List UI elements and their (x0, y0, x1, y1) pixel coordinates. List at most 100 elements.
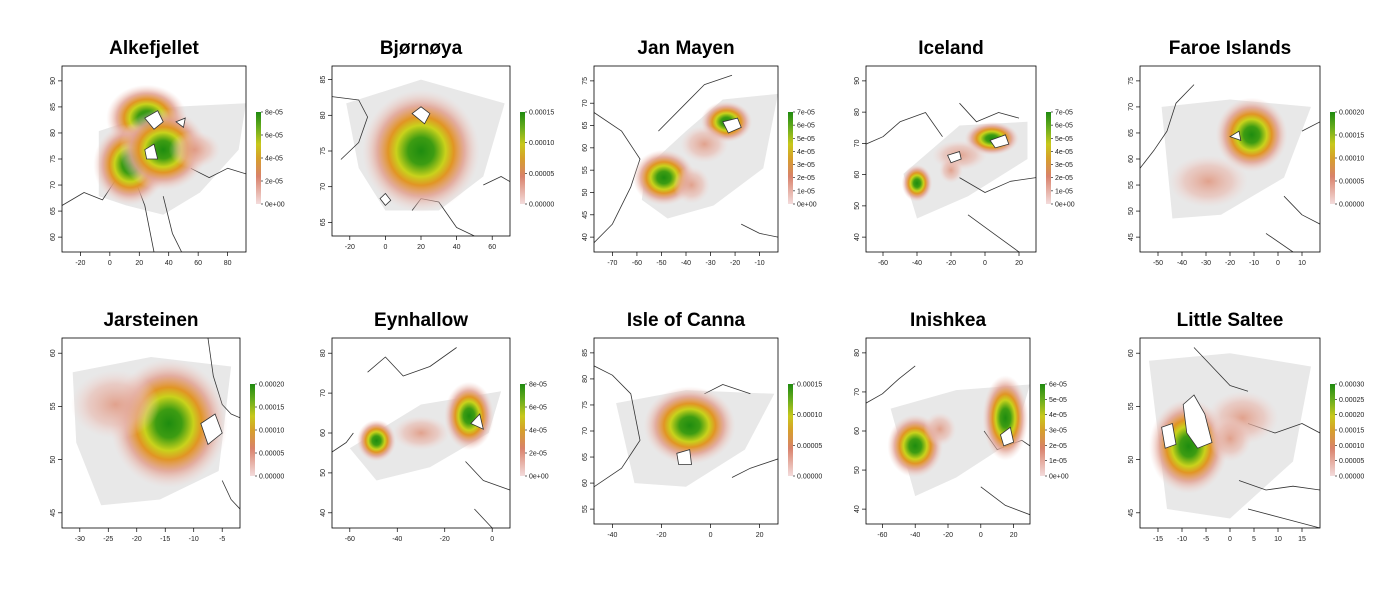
x-tick-label: -40 (607, 532, 617, 539)
x-tick-label: 0 (1276, 260, 1280, 267)
y-tick-label: 70 (1128, 103, 1135, 111)
density-hotspot (444, 381, 494, 451)
density-hotspot (901, 164, 933, 202)
x-tick-label: -30 (75, 536, 85, 543)
panel-alkefjellet: Alkefjellet -20 0 20 40 60 80 60 65 70 75 80 85 90 8e-… (50, 38, 285, 267)
x-tick-label: 5 (1252, 536, 1256, 543)
island (144, 143, 159, 160)
x-tick-label: -30 (1201, 260, 1211, 267)
legend-tick-label: 4e-05 (265, 156, 283, 163)
x-tick-label: 40 (453, 244, 461, 251)
coastline (1247, 508, 1320, 528)
density-hotspot (680, 125, 729, 163)
panel-title: Jarsteinen (103, 310, 198, 331)
y-tick-label: 55 (1128, 402, 1135, 410)
panel-title: Eynhallow (374, 310, 468, 331)
y-tick-label: 65 (1128, 129, 1135, 137)
x-tick-label: -5 (219, 536, 225, 543)
island (1000, 426, 1015, 447)
y-tick-label: 60 (582, 479, 589, 487)
y-tick-label: 75 (582, 401, 589, 409)
x-tick-label: -40 (1177, 260, 1187, 267)
legend-tick-label: 0.00015 (529, 110, 554, 117)
legend-tick-label: 0.00010 (259, 428, 284, 435)
y-tick-label: 55 (1128, 181, 1135, 189)
legend-tick-label: 7e-05 (797, 110, 815, 117)
y-tick-label: 40 (582, 233, 589, 241)
coastline (367, 347, 457, 377)
y-tick-label: 80 (854, 349, 861, 357)
map-area (1149, 347, 1320, 528)
panel-inishkea: Inishkea -60 -40 -20 0 20 40 50 60 70 80 6e-05 5e-05… (854, 310, 1069, 539)
y-tick-label: 50 (1128, 207, 1135, 215)
x-tick-label: -40 (681, 260, 691, 267)
coastline (1283, 195, 1320, 225)
x-tick-label: 0 (108, 260, 112, 267)
y-tick-label: 65 (320, 218, 327, 226)
legend-tick-label: 5e-05 (797, 136, 815, 143)
legend-tick-label: 0.00020 (259, 382, 284, 389)
y-tick-label: 60 (50, 349, 57, 357)
y-tick-label: 40 (320, 509, 327, 517)
density-hotspot (119, 108, 208, 191)
x-tick-label: -25 (103, 536, 113, 543)
coastline (866, 112, 943, 145)
panel-title: Bjørnøya (380, 38, 463, 59)
panel-title: Little Saltee (1177, 310, 1284, 331)
y-tick-label: 50 (320, 469, 327, 477)
legend-tick-label: 0.00015 (1339, 428, 1364, 435)
coastline (332, 96, 369, 160)
legend-tick-label: 0.00000 (1339, 202, 1364, 209)
coastline (731, 458, 778, 478)
y-tick-label: 85 (582, 349, 589, 357)
coastline (190, 167, 246, 179)
coastline (658, 74, 733, 132)
x-tick-label: 15 (1298, 536, 1306, 543)
y-tick-label: 70 (582, 99, 589, 107)
legend-tick-label: 6e-05 (265, 133, 283, 140)
y-tick-label: 55 (50, 402, 57, 410)
coastline (221, 480, 240, 510)
y-tick-label: 45 (582, 211, 589, 219)
y-tick-label: 70 (320, 183, 327, 191)
x-tick-label: -70 (607, 260, 617, 267)
island (1229, 130, 1242, 142)
legend-tick-label: 0e+00 (797, 202, 817, 209)
legend-tick-label: 0e+00 (1055, 202, 1075, 209)
density-hotspot (1168, 155, 1248, 208)
coastline (866, 365, 916, 404)
coastline (1193, 347, 1249, 392)
density-hotspot (1208, 415, 1252, 462)
density-hotspot (982, 375, 1029, 461)
map-area (866, 365, 1030, 516)
y-tick-label: 45 (1128, 509, 1135, 517)
x-tick-label: 0 (983, 260, 987, 267)
legend-tick-label: 5e-05 (1055, 136, 1073, 143)
y-tick-label: 75 (50, 155, 57, 163)
island (175, 117, 186, 129)
x-tick-label: -10 (755, 260, 765, 267)
legend-tick-label: 0e+00 (1049, 474, 1069, 481)
density-hotspot (168, 131, 221, 169)
legend-colorbar (788, 112, 793, 204)
legend-tick-label: 4e-05 (797, 149, 815, 156)
y-tick-label: 60 (1128, 155, 1135, 163)
coastline (1265, 233, 1294, 252)
map-area (594, 74, 778, 243)
map-area (866, 102, 1036, 252)
legend-colorbar (1330, 112, 1335, 204)
panel-title: Isle of Canna (627, 310, 746, 331)
x-tick-label: -20 (656, 532, 666, 539)
legend-tick-label: 3e-05 (1049, 428, 1067, 435)
legend-tick-label: 0.00015 (1339, 133, 1364, 140)
map-area (62, 84, 246, 252)
legend-tick-label: 6e-05 (1055, 123, 1073, 130)
y-tick-label: 60 (320, 429, 327, 437)
legend-tick-label: 6e-05 (797, 123, 815, 130)
x-tick-label: -10 (1177, 536, 1187, 543)
island (144, 110, 164, 130)
coastline (1140, 84, 1195, 169)
x-tick-label: 0 (709, 532, 713, 539)
y-tick-label: 85 (50, 103, 57, 111)
legend-tick-label: 0.00000 (1339, 474, 1364, 481)
